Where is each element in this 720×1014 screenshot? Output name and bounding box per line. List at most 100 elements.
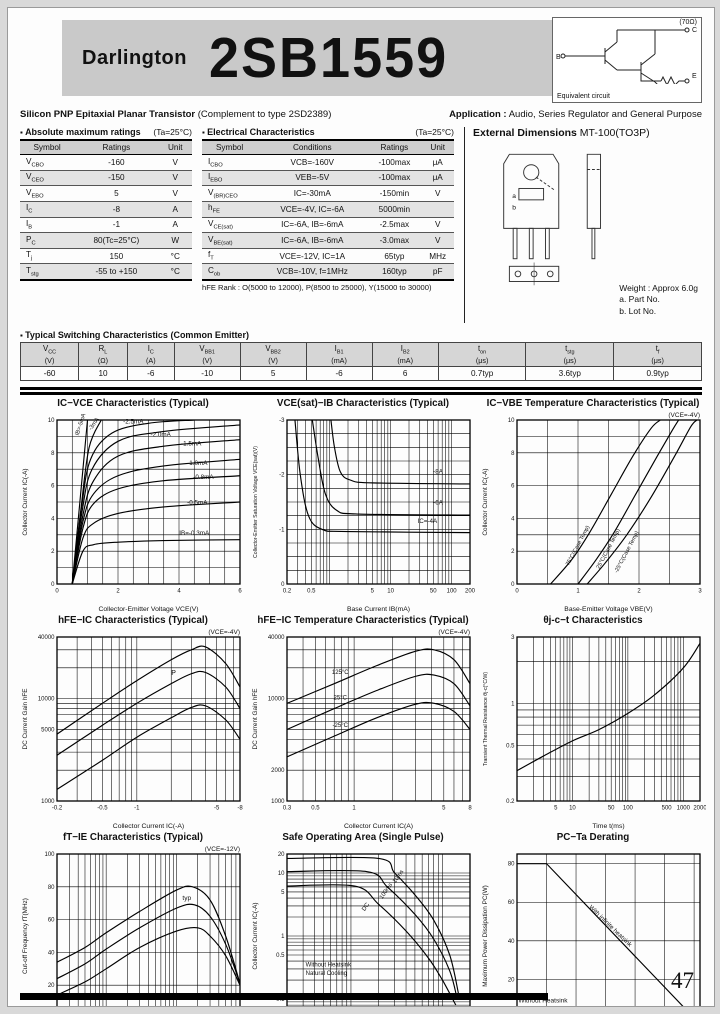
series-dc [287, 883, 457, 1005]
part-no-note: a. Part No. [619, 294, 660, 305]
svg-text:100: 100 [447, 588, 458, 594]
value-cell: -150 [74, 170, 159, 187]
sw-column-header: VBB1 (V) [173, 342, 241, 367]
series-typ [57, 903, 240, 984]
svg-text:8: 8 [468, 805, 472, 811]
svg-text:10: 10 [508, 418, 515, 424]
chart-ic-vbe-temp: IC−VBE Temperature Characteristics (Typi… [480, 397, 706, 614]
svg-text:Time t(ms): Time t(ms) [592, 823, 624, 830]
chart-vcesat-ib: VCE(sat)−IB Characteristics (Typical) 0.2… [250, 397, 476, 614]
symbol-cell: VCBO [20, 154, 75, 171]
sw-column-header: tf (μs) [613, 342, 702, 367]
table-row: VBE(sat) IC=-6A, IB=-6mA -3.0max V [202, 232, 454, 249]
chart-plot: 0.3 0.5 1 5 8 1000 2000 10000 40000 Collector Cur… [252, 629, 472, 830]
table-row: VCE(sat) IC=-6A, IB=-6mA -2.5max V [202, 217, 454, 234]
series--2-5ma [71, 419, 195, 584]
svg-text:2: 2 [637, 588, 641, 594]
sw-column-header: VCC (V) [19, 342, 80, 367]
switching-characteristics: Typical Switching Characteristics (Commo… [19, 330, 702, 381]
curve-label: 75°C(Case Temp) [565, 524, 591, 566]
external-dimensions: External Dimensions MT-100(TO3P) [464, 127, 702, 323]
elec-header: Electrical Characteristics (Ta=25°C) [202, 127, 454, 137]
svg-text:10: 10 [278, 871, 285, 877]
svg-text:10: 10 [48, 418, 55, 424]
svg-text:2: 2 [116, 588, 120, 594]
series-label: Darlington [82, 46, 187, 69]
series-25-c-case-temp- [577, 419, 680, 584]
abs-max-title: Absolute maximum ratings [20, 127, 141, 137]
svg-text:Collector Current IC(-A): Collector Current IC(-A) [482, 468, 489, 535]
value-cell: MHz [421, 248, 454, 265]
symbol-cell: VCE(sat) [202, 217, 258, 234]
column-header: Symbol [202, 140, 258, 155]
svg-text:(VCE=-4V): (VCE=-4V) [438, 629, 470, 636]
series-p [57, 670, 240, 756]
svg-text:10: 10 [387, 588, 394, 594]
chart-thermal: θj-c−t Characteristics 5 10 50 100 500 1000 200… [480, 614, 706, 831]
table-row: hFE VCE=-4V, IC=-6A 5000min [202, 201, 454, 218]
value-cell: V [421, 232, 454, 249]
curve-label: -1.5mA [181, 440, 202, 447]
series-o [57, 703, 240, 790]
chart-title: PC−Ta Derating [556, 831, 630, 843]
column-header: Conditions [257, 140, 368, 155]
package-drawing: a b [503, 153, 602, 286]
table-row: Tstg -55 to +150 °C [20, 263, 192, 281]
sw-column-header: IB2 (mA) [371, 342, 439, 367]
value-cell: VCB=-10V, f=1MHz [257, 263, 368, 281]
sw-value-cell: 5 [239, 365, 307, 381]
curve-label: -0.8mA [193, 474, 214, 481]
curve-label: P [171, 670, 176, 677]
curve-label: 25°C [334, 695, 348, 701]
series--25-c [287, 701, 470, 757]
svg-text:2000: 2000 [271, 768, 285, 774]
value-cell: 80(Tc=25°C) [74, 232, 159, 249]
curve-label: -0.5mA [187, 499, 208, 506]
value-cell: A [158, 201, 192, 218]
svg-text:-5: -5 [214, 805, 220, 811]
svg-text:10000: 10000 [38, 696, 55, 702]
series--1-5ma [71, 438, 240, 584]
chart-plot: 0 2 4 6 0 2 4 6 8 10 Collector-Emitter Voltage VCE… [22, 412, 242, 613]
table-row: fT VCE=-12V, IC=1A 65typ MHz [202, 248, 454, 265]
curve-label: -1.0mA [187, 460, 208, 467]
title-band: Darlington 2SB1559 [62, 20, 554, 96]
svg-text:50: 50 [430, 588, 437, 594]
chart-title: IC−VCE Characteristics (Typical) [57, 397, 209, 409]
svg-text:0.3: 0.3 [283, 805, 292, 811]
value-cell: VEB=-5V [257, 170, 368, 187]
sw-value-cell: 10 [78, 365, 128, 381]
column-header: Unit [158, 140, 192, 155]
svg-text:(VCE=-4V): (VCE=-4V) [668, 412, 700, 419]
symbol-cell: IB [20, 217, 75, 234]
symbol-cell: PC [20, 232, 75, 249]
chart-hfe-ic-temp: hFE−IC Temperature Characteristics (Typi… [250, 614, 476, 831]
sw-value-cell: 6 [371, 365, 439, 381]
chart-series-group [517, 862, 684, 1006]
svg-text:100: 100 [623, 805, 634, 811]
chart-soa: Safe Operating Area (Single Pulse)251050… [250, 831, 476, 1006]
abs-max-table: Symbol Ratings Unit VCBO -160 V VCEO -150 V VEBO 5… [20, 139, 192, 282]
svg-text:-0.2: -0.2 [52, 805, 63, 811]
svg-text:6: 6 [51, 483, 55, 489]
svg-text:Maximum Power Dissipation PC(W: Maximum Power Dissipation PC(W) [482, 885, 489, 987]
svg-text:Collector-Emitter Voltage VCE(: Collector-Emitter Voltage VCE(V) [98, 606, 198, 613]
sw-value-cell: -10 [173, 365, 241, 381]
sw-column-header: IB1 (mA) [305, 342, 373, 367]
curve-label: -2.5mA [123, 418, 144, 425]
equivalent-circuit-caption: Equivalent circuit [557, 93, 610, 100]
terminal-b-label: B [556, 54, 561, 61]
symbol-cell: VCEO [20, 170, 75, 187]
series-ib-0-3ma [71, 538, 240, 584]
sw-value-cell: 0.9typ [613, 365, 702, 381]
value-cell [421, 201, 454, 218]
sw-column-header: VBB2 (V) [239, 342, 307, 367]
series--8a [330, 419, 470, 485]
svg-text:1: 1 [576, 588, 580, 594]
equivalent-circuit-icon: B C E [556, 27, 697, 87]
datasheet-page: Darlington 2SB1559 (70Ω) [7, 7, 715, 1007]
table-row: PC 80(Tc=25°C) W [20, 232, 192, 249]
svg-text:40: 40 [508, 938, 515, 944]
chart-plot: 0.020.050.10.5158020406080100Emitter Cur… [22, 846, 241, 1006]
svg-text:1: 1 [281, 934, 285, 940]
